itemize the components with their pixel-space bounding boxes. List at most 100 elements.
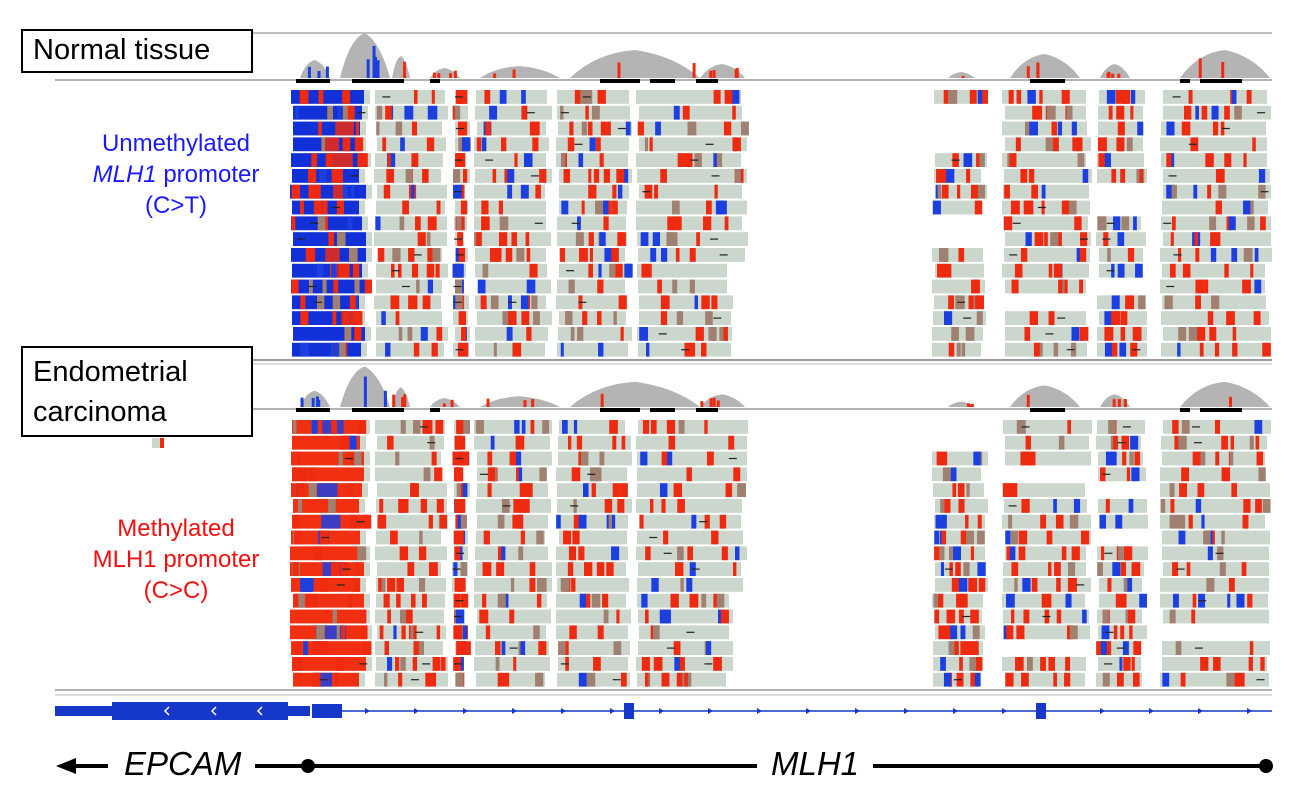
cpg-mark — [968, 295, 974, 310]
cpg-mark — [338, 451, 343, 466]
cpg-mark — [1112, 562, 1121, 576]
cpg-mark — [603, 200, 609, 215]
cpg-mark — [941, 184, 949, 199]
cpg-mark — [419, 578, 426, 592]
coverage-mark — [734, 68, 738, 78]
cpg-mark — [1020, 248, 1028, 262]
cpg-mark — [318, 90, 324, 104]
cpg-mark — [1041, 593, 1046, 608]
cpg-mark — [1031, 184, 1036, 199]
cpg-mark — [302, 578, 309, 592]
cpg-mark — [1194, 232, 1198, 246]
cpg-mark — [1129, 451, 1134, 466]
read-segment — [375, 451, 441, 466]
cpg-mark — [733, 562, 737, 576]
cpg-mark — [1169, 483, 1175, 497]
cpg-mark — [410, 483, 415, 497]
cpg-mark — [422, 295, 431, 310]
cpg-mark — [682, 105, 690, 120]
read-segment — [477, 279, 551, 294]
exon-block — [112, 702, 288, 720]
cpg-mark — [482, 593, 487, 608]
cpg-mark — [387, 153, 396, 167]
cpg-mark — [672, 279, 678, 294]
cpg-mark — [579, 248, 588, 262]
cpg-mark — [617, 499, 625, 513]
coverage-peak — [570, 381, 700, 407]
cpg-mark — [521, 420, 526, 434]
read-segment — [1002, 90, 1086, 104]
cpg-mark — [1053, 342, 1059, 357]
cpg-mark — [623, 169, 629, 183]
cpg-mark — [501, 641, 506, 655]
cpg-mark — [484, 90, 491, 104]
coverage-mark — [709, 70, 713, 78]
cpg-mark — [685, 153, 693, 167]
cpg-mark — [1104, 327, 1114, 341]
cpg-mark — [711, 295, 718, 310]
cpg-mark — [1260, 657, 1265, 671]
cpg-mark — [1131, 562, 1141, 576]
cpg-mark — [1029, 121, 1038, 136]
cpg-mark — [493, 248, 502, 262]
cpg-mark — [454, 625, 463, 640]
cpg-mark — [493, 342, 497, 357]
cpg-mark — [413, 90, 418, 104]
cpg-mark — [670, 593, 679, 608]
cpg-mark — [343, 311, 349, 325]
cpg-mark — [520, 641, 526, 655]
cpg-mark — [1079, 327, 1089, 341]
cpg-mark — [1005, 672, 1014, 687]
cpg-mark — [705, 641, 712, 655]
cpg-mark — [593, 169, 600, 183]
cpg-mark — [349, 514, 357, 529]
cpg-mark — [1033, 184, 1038, 199]
cpg-mark — [341, 625, 346, 640]
cpg-mark — [588, 169, 592, 183]
cpg-mark — [934, 530, 940, 545]
cpg-mark — [321, 514, 341, 529]
cpg-mark — [1123, 657, 1131, 671]
cpg-mark — [428, 514, 433, 529]
cpg-mark — [1197, 327, 1206, 341]
cpg-mark — [957, 184, 961, 199]
cpg-mark — [721, 546, 728, 561]
cpg-mark — [475, 420, 484, 434]
cpg-mark — [300, 295, 306, 310]
cpg-mark — [1129, 625, 1133, 640]
feature-bar — [650, 408, 675, 412]
cpg-mark — [963, 562, 970, 576]
cpg-mark — [1111, 169, 1117, 183]
cpg-mark — [644, 137, 649, 152]
cpg-mark — [1209, 327, 1217, 341]
cpg-mark — [569, 625, 577, 640]
cpg-mark — [399, 499, 409, 513]
cpg-mark — [667, 216, 675, 231]
cpg-mark — [325, 153, 333, 167]
cpg-mark — [431, 451, 437, 466]
read-segment — [376, 593, 445, 608]
cpg-mark — [974, 200, 983, 215]
cpg-mark — [1175, 641, 1182, 655]
cpg-mark — [518, 546, 524, 561]
cpg-mark — [1230, 435, 1235, 450]
cpg-mark — [1034, 105, 1043, 120]
cpg-mark — [336, 169, 343, 183]
cpg-mark — [977, 514, 982, 529]
cpg-mark — [1073, 499, 1081, 513]
coverage-peak — [948, 72, 975, 78]
cpg-mark — [378, 248, 385, 262]
cpg-mark — [1182, 263, 1191, 278]
cpg-mark — [299, 467, 308, 482]
cpg-mark — [942, 514, 947, 529]
read-segment — [1097, 420, 1145, 434]
cpg-mark — [1166, 184, 1175, 199]
cpg-mark — [956, 593, 965, 608]
cpg-mark — [939, 546, 945, 561]
cpg-mark — [1195, 499, 1202, 513]
aligned-reads-normal — [290, 90, 1272, 357]
read-segment — [637, 169, 747, 183]
cpg-mark — [426, 263, 435, 278]
coverage-peak — [480, 66, 560, 78]
cpg-mark — [581, 200, 585, 215]
